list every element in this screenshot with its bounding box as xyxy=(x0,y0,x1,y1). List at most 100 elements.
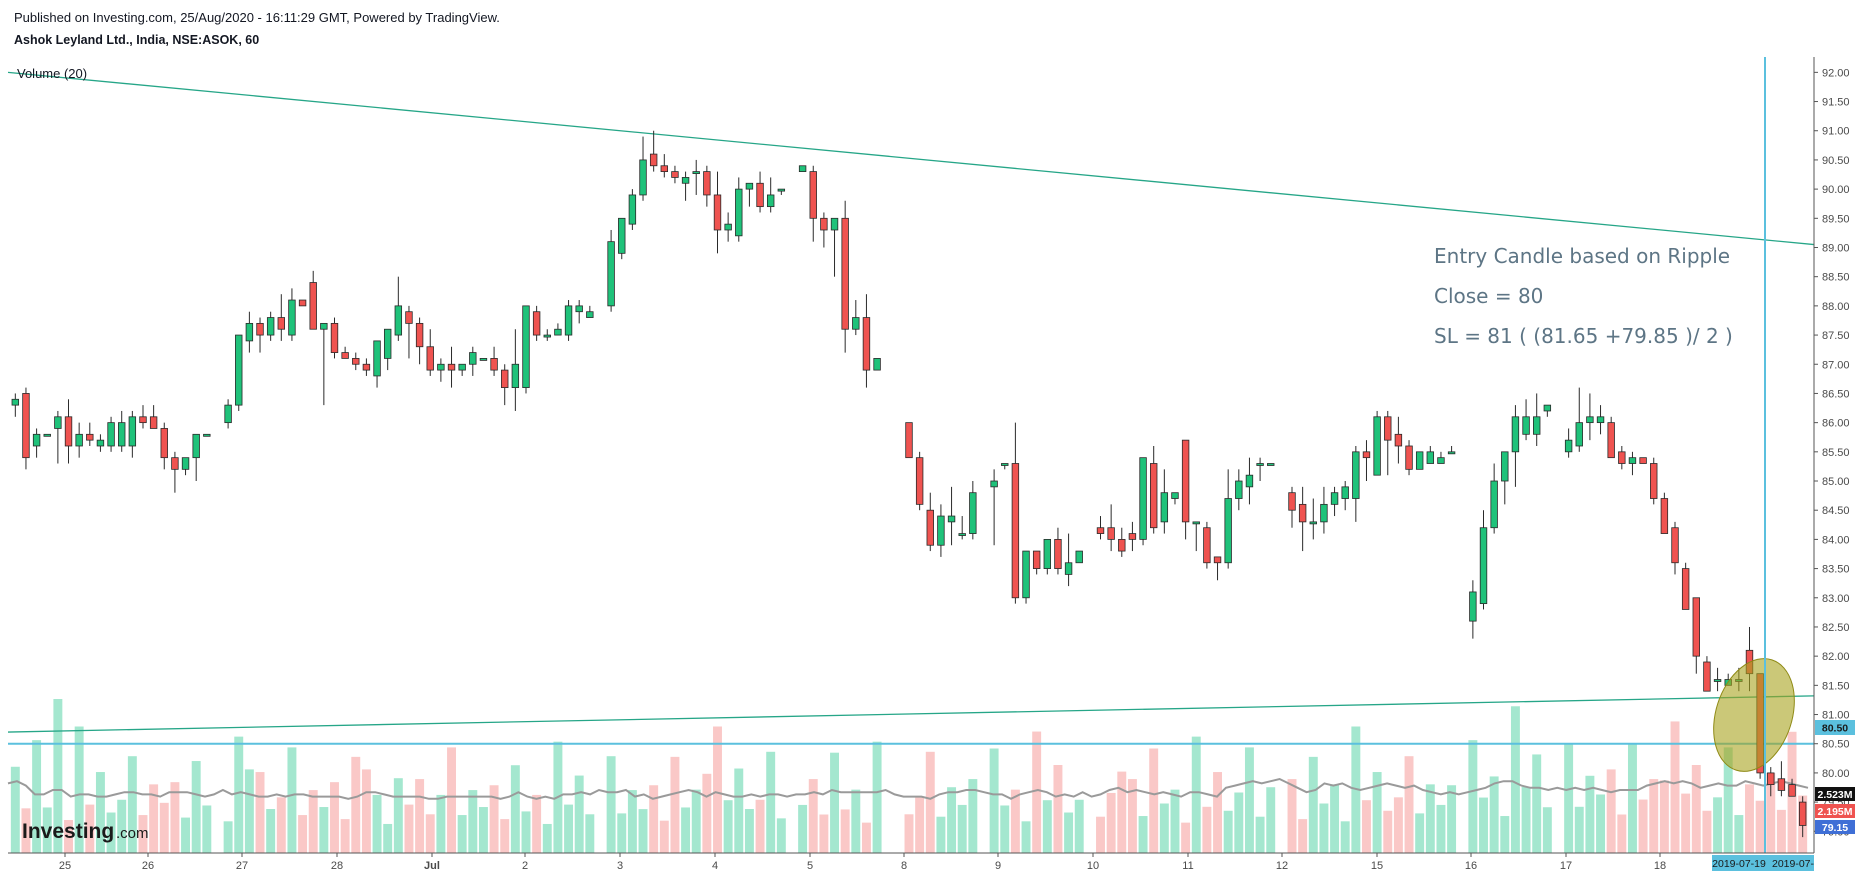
candle xyxy=(713,171,722,254)
volume-bar xyxy=(1500,816,1510,853)
annotation-line-2[interactable]: Close = 80 xyxy=(1434,284,1543,308)
volume-bar xyxy=(1191,736,1201,853)
volume-bar xyxy=(1564,743,1574,853)
x-tick-label: 9 xyxy=(995,860,1001,872)
volume-bar xyxy=(1489,776,1499,853)
volume-bar xyxy=(659,820,669,853)
y-tick-label: 80.50 xyxy=(1822,739,1850,751)
investing-logo[interactable]: Investing .com xyxy=(22,820,149,843)
volume-bar xyxy=(32,740,42,853)
candle xyxy=(490,346,498,376)
volume-bar xyxy=(649,785,659,853)
candle xyxy=(426,329,434,376)
y-tick-label: 88.00 xyxy=(1822,301,1850,313)
candle xyxy=(1564,428,1573,458)
candle xyxy=(1341,481,1349,511)
candle xyxy=(564,300,573,341)
volume-bar xyxy=(1425,784,1435,853)
candle xyxy=(1011,422,1020,604)
candle xyxy=(1426,445,1435,464)
volume-bar xyxy=(74,726,84,853)
volume-bar xyxy=(1542,807,1552,853)
volume-bar xyxy=(989,748,999,853)
x-tick-label: 10 xyxy=(1087,860,1099,872)
volume-bar xyxy=(319,807,329,853)
candle xyxy=(405,305,413,359)
candle xyxy=(969,481,977,540)
svg-text:2.195M: 2.195M xyxy=(1817,806,1852,818)
volume-bar xyxy=(1510,706,1520,853)
volume-bar xyxy=(1053,765,1063,853)
volume-bar xyxy=(808,779,818,853)
candle xyxy=(745,182,754,207)
volume-bar xyxy=(1521,787,1531,853)
volume-bar xyxy=(1340,821,1350,853)
volume-bar xyxy=(106,812,116,853)
candle xyxy=(926,492,934,552)
volume-bar xyxy=(457,815,467,853)
volume-bar xyxy=(744,809,754,853)
volume-indicator-label[interactable]: Volume (20) xyxy=(17,66,87,81)
entry-highlight-ellipse[interactable] xyxy=(1700,648,1808,782)
svg-text:79.15: 79.15 xyxy=(1822,822,1848,834)
volume-bar xyxy=(766,751,776,853)
y-tick-label: 81.00 xyxy=(1822,710,1850,722)
x-tick-label: 11 xyxy=(1182,860,1193,872)
lower-trendline[interactable] xyxy=(7,695,1815,733)
annotation-line-3[interactable]: SL = 81 ( (81.65 +79.85 )/ 2 ) xyxy=(1434,324,1733,348)
candle xyxy=(766,177,775,213)
candle xyxy=(341,346,349,359)
volume-bar xyxy=(1638,799,1648,853)
candle xyxy=(703,165,711,207)
volume-bar xyxy=(1287,779,1297,853)
volume-bar xyxy=(1585,775,1595,853)
candle xyxy=(1192,521,1200,552)
candle xyxy=(320,322,328,406)
volume-bar xyxy=(606,756,616,853)
volume-ma-line xyxy=(7,777,1809,800)
volume-bar xyxy=(776,818,786,853)
volume-bar xyxy=(1308,756,1318,853)
candle xyxy=(1798,796,1807,838)
volume-bar xyxy=(1202,806,1212,853)
volume-bar xyxy=(1627,744,1637,853)
candle xyxy=(86,422,94,446)
price-axis[interactable]: 92.00 91.50 91.00 90.50 90.00 89.50 89.00 88.50… xyxy=(1814,67,1850,838)
volume-bar xyxy=(1468,740,1478,853)
volume-bar xyxy=(468,790,478,853)
candle xyxy=(1660,492,1669,534)
volume-bar xyxy=(840,809,850,853)
tag-horizontal-level: 80.50 xyxy=(1815,720,1855,735)
volume-bar xyxy=(872,741,882,853)
volume-bar xyxy=(393,778,403,853)
candle xyxy=(415,317,424,365)
upper-trendline[interactable] xyxy=(7,71,1815,246)
volume-bar xyxy=(117,799,127,853)
volume-bar xyxy=(1117,771,1127,853)
candle xyxy=(149,405,158,429)
x-tick-label: 12 xyxy=(1276,860,1288,872)
x-tick-label: 4 xyxy=(712,860,718,872)
time-axis[interactable]: 25 26 27 28 Jul 2 3 4 5 8 9 10 11 12 15 16 17 18 xyxy=(59,853,1666,872)
volume-bar xyxy=(1766,772,1776,853)
svg-text:.com: .com xyxy=(116,825,149,842)
volume-bar xyxy=(564,804,574,853)
candle xyxy=(501,364,509,406)
candle xyxy=(735,177,743,242)
candle xyxy=(575,300,583,324)
candle xyxy=(628,189,637,230)
volume-bar xyxy=(276,797,286,853)
volume-bar xyxy=(936,816,946,853)
volume-bar xyxy=(372,794,382,853)
candle xyxy=(1256,457,1264,482)
candle xyxy=(458,363,466,376)
y-tick-label: 87.50 xyxy=(1822,330,1850,342)
volume-bar xyxy=(1479,797,1488,853)
candle xyxy=(235,334,243,411)
candle xyxy=(181,457,190,476)
volume-bar xyxy=(755,799,765,853)
candle xyxy=(277,294,285,341)
y-tick-label: 83.50 xyxy=(1822,564,1850,576)
annotation-line-1[interactable]: Entry Candle based on Ripple xyxy=(1434,244,1730,268)
